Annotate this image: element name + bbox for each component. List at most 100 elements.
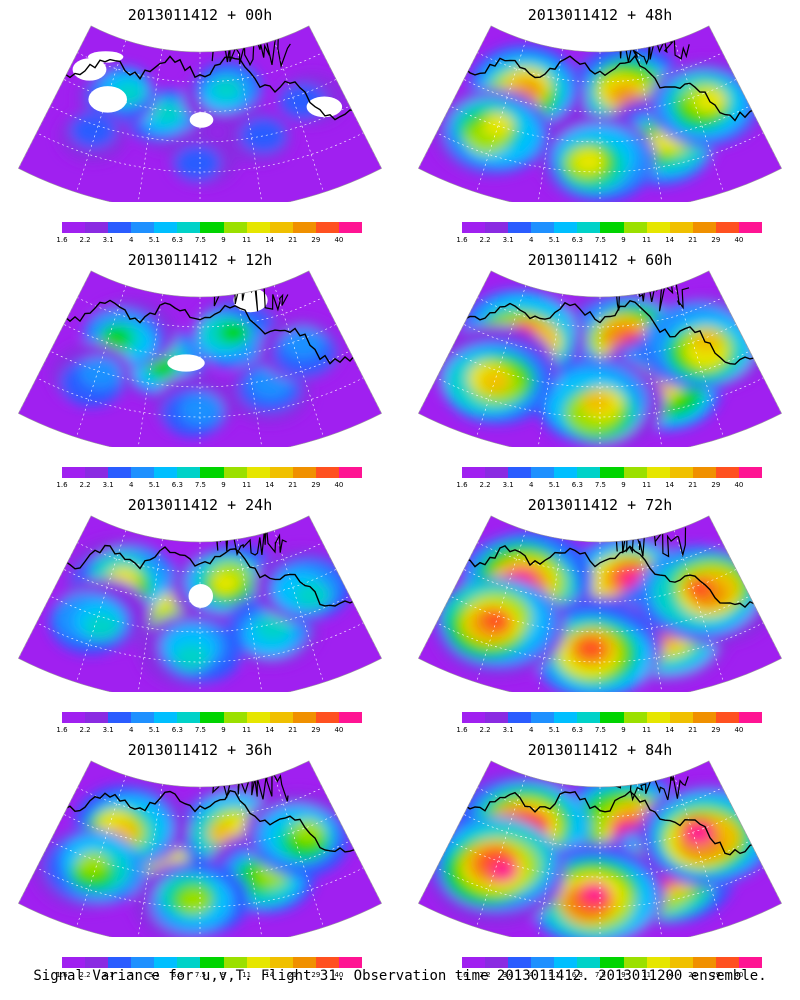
missing-data-patch [188,584,214,608]
colorbar-tick-label: 21 [288,726,298,734]
colorbar-swatch [508,712,532,723]
map-panel-12h: 2013011412 + 12h 1.6 2.2 3.1 4 5.1 6.3 7.5 9 11 1… [0,245,400,490]
missing-data-patch [306,96,343,118]
colorbar-swatch [200,467,224,478]
colorbar-tick-label: 6.3 [571,481,583,489]
colorbar-swatch [177,467,201,478]
variance-contour [294,581,331,610]
colorbar-swatch [554,222,578,233]
colorbar [62,467,363,478]
colorbar [62,957,363,968]
colorbar-tick-label: 29 [711,726,721,734]
missing-data-patch [167,354,205,372]
colorbar-tick-label: 11 [642,726,652,734]
colorbar-swatch [108,712,132,723]
colorbar-tick-label: 29 [311,971,321,979]
colorbar-tick-label: 11 [242,971,252,979]
colorbar-swatch [223,222,247,233]
colorbar-tick-label: 14 [265,971,275,979]
coastline [454,545,756,609]
colorbar-swatch [269,467,293,478]
variance-blobs [433,531,780,692]
colorbar-swatch [62,712,86,723]
colorbar-swatch [85,467,109,478]
colorbar-swatch [108,467,132,478]
longitude-line [137,538,163,692]
colorbar-swatch [554,957,578,968]
variance-field [18,760,382,937]
colorbar-tick-label: 1.6 [456,726,468,734]
colorbar-swatch [554,467,578,478]
colorbar-swatch [269,957,293,968]
variance-contour [482,113,514,137]
variance-field [418,25,782,202]
colorbar-swatch [715,712,739,723]
variance-field [18,515,382,692]
colorbar-tick-label: 2.2 [479,481,491,489]
colorbar-labels: 1.6 2.2 3.1 4 5.1 6.3 7.5 9 11 14 21 29 40 [52,236,372,246]
colorbar-swatch [131,712,155,723]
colorbar [62,222,363,233]
coastline [54,55,356,121]
colorbar-swatch [292,222,316,233]
colorbar-swatch [338,222,363,233]
map-panel-36h: 2013011412 + 36h 1.6 2.2 3.1 4 5.1 6.3 7.5 9 11 1… [0,735,400,980]
coastline [54,544,356,607]
colorbar-tick-label: 3.1 [102,236,114,244]
longitude-line [76,40,127,193]
colorbar-swatch [85,957,109,968]
variance-blobs [433,44,766,202]
colorbar-tick-label: 3.1 [502,971,514,979]
missing-data-patch [189,112,214,128]
variance-contour [685,576,713,599]
colorbar-swatch [292,467,316,478]
map-outline [18,270,382,447]
colorbar-swatch [154,467,178,478]
variance-contour [581,390,612,414]
missing-data-patch [88,86,128,113]
colorbar-tick-label: 3.1 [502,726,514,734]
colorbar-swatch [338,712,363,723]
colorbar-tick-label: 40 [334,481,344,489]
colorbar-swatch [292,712,316,723]
variance-field [18,25,382,202]
colorbar-swatch [646,957,670,968]
longitude-line [137,783,163,937]
longitude-line [637,48,663,202]
colorbar-swatch [200,222,224,233]
variance-field [418,760,782,937]
variance-contour [76,851,109,876]
colorbar-tick-label: 1.6 [456,481,468,489]
colorbar-tick-label: 14 [265,236,275,244]
colorbar-labels: 1.6 2.2 3.1 4 5.1 6.3 7.5 9 11 14 21 29 40 [452,726,772,736]
longitude-line [476,40,527,193]
variance-contour [101,326,132,350]
colorbar-swatch [62,467,86,478]
colorbar-tick-label: 9 [221,481,226,489]
colorbar-swatch [292,957,316,968]
colorbar-tick-label: 4 [528,481,534,489]
variance-map [18,25,382,202]
variance-contour [482,609,511,632]
map-panel-24h: 2013011412 + 24h 1.6 2.2 3.1 4 5.1 6.3 7.5 9 11 1… [0,490,400,735]
colorbar-tick-label: 2.2 [79,236,91,244]
colorbar-swatch [154,957,178,968]
longitude-line [237,783,263,937]
variance-contour [83,613,120,641]
longitude-line [637,293,663,447]
colorbar-tick-label: 2.2 [79,726,91,734]
colorbar-swatch [108,222,132,233]
variance-contour [79,356,122,390]
variance-contour [211,77,242,102]
colorbar-tick-label: 1.6 [56,726,68,734]
colorbar-tick-label: 40 [734,481,744,489]
longitude-line [137,293,163,447]
colorbar-swatch [223,467,247,478]
panel-title: 2013011412 + 72h [527,496,673,514]
colorbar-tick-label: 4 [128,971,134,979]
colorbar-swatch [269,712,293,723]
missing-data-patch [39,312,63,326]
colorbar-swatch [246,957,270,968]
colorbar-swatch [715,957,739,968]
colorbar-swatch [531,222,555,233]
